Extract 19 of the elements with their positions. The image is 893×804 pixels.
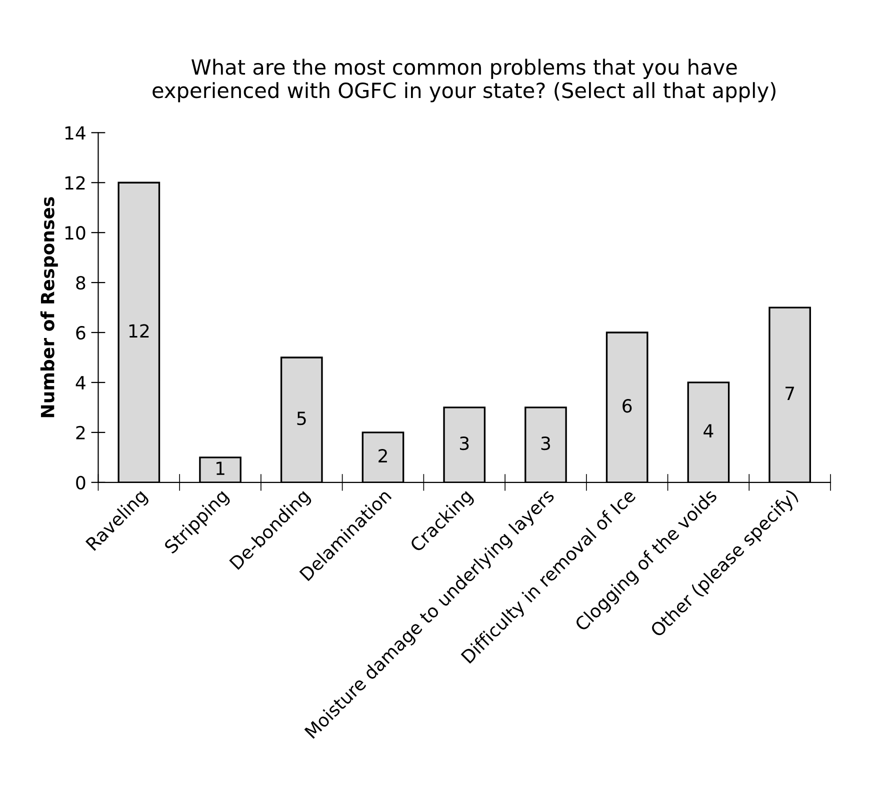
data-label: 1 <box>216 462 224 475</box>
data-label: 6 <box>622 399 632 413</box>
y-tick-label: 8 <box>76 276 86 290</box>
data-label: 3 <box>460 436 469 450</box>
y-tick-label: 2 <box>76 426 85 440</box>
y-tick-label: 12 <box>65 176 85 190</box>
chart-title: What are the most common problems that you have experienced with OGFC in your state? (Select all that apply) <box>152 58 776 102</box>
y-tick-label: 0 <box>76 476 86 490</box>
y-tick-label: 4 <box>76 376 86 390</box>
data-label: 4 <box>704 424 714 438</box>
y-tick-label: 10 <box>65 226 86 240</box>
data-label: 12 <box>129 324 149 338</box>
data-label: 7 <box>786 386 794 400</box>
data-label: 5 <box>297 412 306 426</box>
data-label: 3 <box>541 436 550 450</box>
data-label: 2 <box>378 449 387 462</box>
y-tick-label: 14 <box>65 126 86 140</box>
y-axis-title: Number of Responses <box>40 197 58 418</box>
y-tick-label: 6 <box>76 326 86 340</box>
